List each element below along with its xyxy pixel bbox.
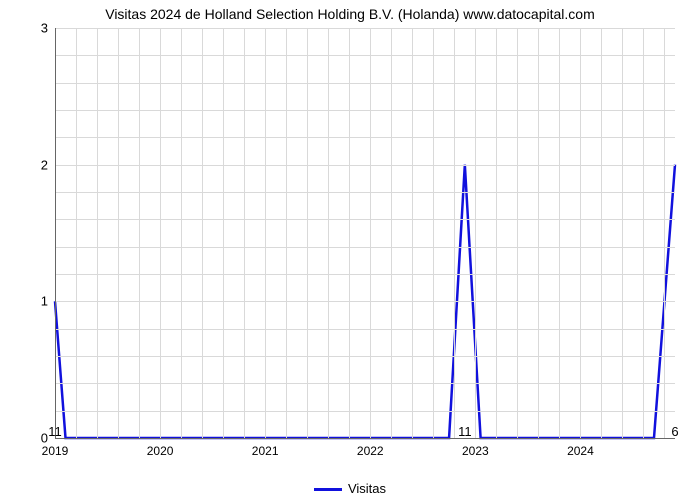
- gridline-v: [97, 28, 98, 438]
- gridline-h: [55, 165, 675, 166]
- gridline-h: [55, 356, 675, 357]
- gridline-h: [55, 383, 675, 384]
- gridline-v: [328, 28, 329, 438]
- gridline-v: [139, 28, 140, 438]
- gridline-v: [538, 28, 539, 438]
- plot-area: [55, 28, 675, 438]
- y-tick-label: 2: [8, 157, 48, 172]
- x-tick-label: 2023: [462, 444, 489, 458]
- x-tick-label: 2019: [42, 444, 69, 458]
- y-tick-label: 1: [8, 294, 48, 309]
- gridline-h: [55, 55, 675, 56]
- gridline-v: [76, 28, 77, 438]
- gridline-v: [601, 28, 602, 438]
- gridline-v: [454, 28, 455, 438]
- x-tick-label: 2024: [567, 444, 594, 458]
- gridline-v: [622, 28, 623, 438]
- gridline-v: [286, 28, 287, 438]
- gridline-v: [643, 28, 644, 438]
- legend: Visitas: [0, 481, 700, 496]
- gridline-h: [55, 28, 675, 29]
- gridline-v: [223, 28, 224, 438]
- gridline-h: [55, 411, 675, 412]
- gridline-v: [496, 28, 497, 438]
- gridline-v: [412, 28, 413, 438]
- line-series: [55, 28, 675, 438]
- data-point-label: 6: [671, 424, 678, 439]
- gridline-h: [55, 219, 675, 220]
- gridline-h: [55, 110, 675, 111]
- x-tick-label: 2021: [252, 444, 279, 458]
- gridline-v: [559, 28, 560, 438]
- x-tick-label: 2022: [357, 444, 384, 458]
- gridline-h: [55, 329, 675, 330]
- gridline-v: [118, 28, 119, 438]
- y-tick-label: 3: [8, 21, 48, 36]
- x-tick-label: 2020: [147, 444, 174, 458]
- legend-swatch: [314, 488, 342, 491]
- gridline-h: [55, 83, 675, 84]
- gridline-v: [307, 28, 308, 438]
- legend-label: Visitas: [348, 481, 386, 496]
- gridline-v: [370, 28, 371, 438]
- data-point-label: 11: [458, 424, 472, 439]
- gridline-h: [55, 274, 675, 275]
- gridline-h: [55, 137, 675, 138]
- gridline-v: [391, 28, 392, 438]
- visits-chart: Visitas 2024 de Holland Selection Holdin…: [0, 0, 700, 500]
- gridline-v: [517, 28, 518, 438]
- gridline-h: [55, 192, 675, 193]
- gridline-v: [181, 28, 182, 438]
- gridline-v: [349, 28, 350, 438]
- gridline-v: [265, 28, 266, 438]
- data-point-label: 11: [48, 424, 62, 439]
- y-axis-line: [55, 28, 56, 438]
- chart-title: Visitas 2024 de Holland Selection Holdin…: [0, 6, 700, 22]
- x-axis-line: [55, 438, 675, 439]
- gridline-v: [202, 28, 203, 438]
- gridline-v: [580, 28, 581, 438]
- gridline-h: [55, 301, 675, 302]
- gridline-v: [433, 28, 434, 438]
- gridline-v: [160, 28, 161, 438]
- gridline-h: [55, 247, 675, 248]
- gridline-v: [664, 28, 665, 438]
- gridline-v: [244, 28, 245, 438]
- gridline-v: [475, 28, 476, 438]
